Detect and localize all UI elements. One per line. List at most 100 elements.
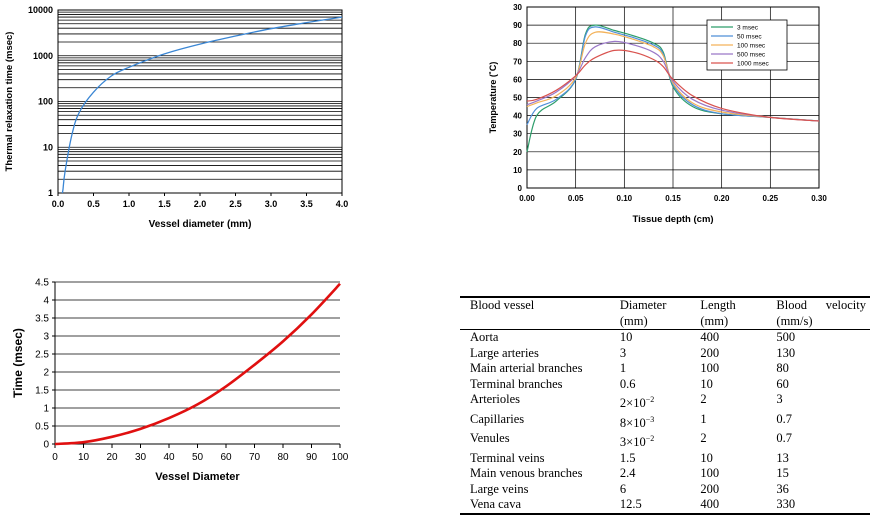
legend-label: 3 msec: [737, 25, 759, 32]
vessel-cell: Terminal veins: [470, 450, 545, 465]
series-line: [526, 26, 820, 125]
length-cell: 400: [700, 497, 720, 512]
x-tick-label: 0.10: [617, 194, 633, 203]
velocity-cell: 330: [776, 497, 796, 512]
y-tick-label: 1: [48, 188, 53, 198]
diameter-cell: 3×10−2: [619, 434, 655, 450]
y-tick-label: 20: [513, 148, 522, 157]
y-tick-label: 0: [518, 184, 523, 193]
diameter-cell: 1.5: [619, 450, 636, 465]
length-cell: 10: [700, 376, 713, 391]
header-blood-velocity: Blood velocity (mm/s): [766, 297, 870, 330]
exponent: −2: [645, 395, 655, 404]
table-row: Arterioles 2×10−2 2 3: [460, 392, 870, 412]
legend-label: 500 msec: [737, 52, 766, 59]
table-row: Venules 3×10−2 2 0.7: [460, 431, 870, 451]
velocity-cell: 0.7: [776, 431, 793, 446]
x-tick-label: 0.30: [811, 194, 827, 203]
x-tick-label: 2.0: [194, 199, 207, 209]
header-line: Length: [700, 298, 736, 312]
vessel-cell: Main arterial branches: [470, 361, 583, 375]
y-tick-label: 10000: [28, 5, 53, 15]
x-tick-label: 0.0: [52, 199, 65, 209]
series-line: [61, 16, 343, 194]
vessel-cell: Large veins: [470, 481, 529, 496]
vessel-cell: Vena cava: [470, 497, 522, 512]
plot-frame: [526, 6, 820, 189]
length-cell: 400: [700, 330, 720, 344]
table-row: Main venous branches 2.4 100 15: [460, 466, 870, 482]
y-tick-label: 90: [513, 21, 522, 30]
x-tick-label: 50: [192, 452, 204, 463]
length-cell: 2: [700, 431, 707, 446]
y-tick-label: 30: [513, 3, 522, 12]
y-tick-label: 60: [513, 75, 522, 84]
header-unit: (mm): [700, 313, 729, 328]
diameter-cell: 12.5: [619, 497, 642, 512]
velocity-cell: 80: [776, 361, 789, 375]
series-line: [54, 282, 341, 446]
y-tick-label: 1.5: [35, 386, 49, 397]
length-cell: 100: [700, 361, 720, 375]
x-tick-label: 30: [135, 452, 147, 463]
diameter-cell: 6: [619, 481, 627, 496]
y-tick-label: 2.5: [35, 350, 49, 361]
x-tick-label: 0.25: [763, 194, 779, 203]
y-tick-label: 1000: [33, 51, 53, 61]
table-header-row: Blood vessel Diameter (mm) Length (mm) B…: [460, 297, 870, 330]
x-tick-label: 0.00: [519, 194, 535, 203]
velocity-cell: 3: [776, 392, 783, 406]
diameter-cell: 2×10−2: [619, 395, 655, 411]
x-tick-label: 10: [78, 452, 90, 463]
blood-vessel-table: Blood vessel Diameter (mm) Length (mm) B…: [460, 296, 870, 515]
x-tick-label: 1.0: [123, 199, 136, 209]
header-line: Blood vessel: [470, 298, 535, 312]
x-axis-label: Vessel Diameter: [155, 471, 240, 483]
series-line: [526, 40, 820, 122]
vessel-cell: Large arteries: [470, 345, 539, 360]
y-tick-label: 3: [43, 332, 49, 343]
diameter-cell: 1: [619, 361, 627, 375]
y-tick-label: 30: [513, 130, 522, 139]
y-tick-label: 50: [513, 94, 522, 103]
header-line: Blood velocity: [776, 298, 866, 312]
x-axis-label: Tissue depth (cm): [632, 214, 713, 225]
x-tick-label: 0.20: [714, 194, 730, 203]
vessel-cell: Aorta: [470, 330, 499, 344]
y-tick-label: 3.5: [35, 314, 49, 325]
y-tick-label: 0: [43, 440, 49, 451]
diameter-cell: 8×10−3: [619, 414, 655, 430]
exponent: −2: [645, 434, 655, 444]
vessel-cell: Arterioles: [470, 392, 520, 406]
table-row: Large veins 6 200 36: [460, 482, 870, 498]
velocity-cell: 0.7: [776, 411, 793, 426]
length-cell: 2: [700, 392, 707, 406]
y-tick-label: 80: [513, 39, 522, 48]
y-axis-label: Time (msec): [11, 328, 25, 398]
velocity-cell: 60: [776, 376, 789, 391]
velocity-cell: 130: [776, 345, 796, 360]
diameter-cell: 3: [619, 345, 627, 360]
table-row: Vena cava 12.5 400 330: [460, 497, 870, 514]
y-tick-label: 10: [43, 142, 53, 152]
x-tick-label: 1.5: [158, 199, 171, 209]
x-tick-label: 0.5: [87, 199, 100, 209]
vessel-cell: Venules: [470, 431, 510, 446]
x-axis-label: Vessel diameter (mm): [149, 219, 252, 230]
velocity-cell: 15: [776, 466, 789, 481]
y-tick-label: 10: [513, 166, 522, 175]
header-diameter: Diameter (mm): [610, 297, 691, 330]
series-line: [526, 31, 820, 122]
exponent: −3: [645, 414, 655, 424]
time-vessel-diameter-chart: 0 0.5 1 1.5 2 2.5 3 3.5 4 4.5 0 10 20 30 40 50 60 70 80 90 1…: [11, 278, 349, 484]
vessel-cell: Terminal branches: [470, 376, 563, 391]
header-length: Length (mm): [690, 297, 766, 330]
header-unit: (mm/s): [776, 313, 813, 328]
x-tick-label: 3.0: [265, 199, 278, 209]
length-cell: 200: [700, 345, 720, 360]
header-blood-vessel: Blood vessel: [460, 297, 610, 330]
length-cell: 200: [700, 481, 720, 496]
series-line: [526, 49, 820, 122]
y-tick-label: 40: [513, 112, 522, 121]
y-tick-label: 0.5: [35, 422, 49, 433]
